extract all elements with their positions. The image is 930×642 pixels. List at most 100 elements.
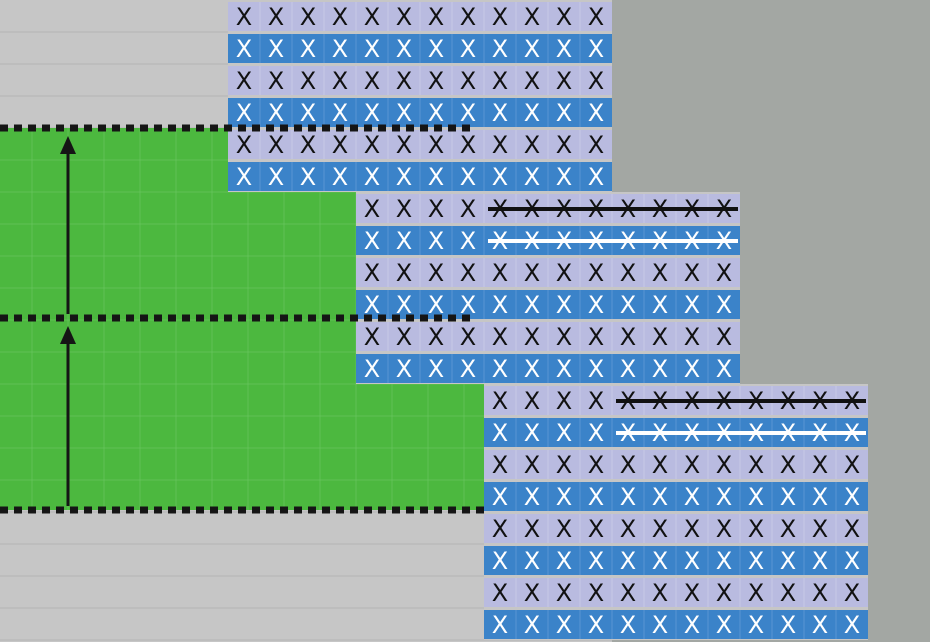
cell-x-mark: X [716,579,732,607]
cell-x-mark: X [396,259,412,287]
cell-x-mark: X [492,163,508,191]
cell-x-mark: X [524,451,540,479]
cell-x-mark: X [620,355,636,383]
cell-x-mark: X [556,323,572,351]
cell-x-mark: X [684,579,700,607]
cell-x-mark: X [684,323,700,351]
cell-x-mark: X [300,131,316,159]
block-1: X X X X X X X X X X X XX X X X X X X X X X X XX X X X X X X X X X X XX X X X… [228,0,612,192]
cell-x-mark: X [332,35,348,63]
cell-x-mark: X [588,163,604,191]
cell-x-mark: X [556,451,572,479]
up-arrow-icon [60,136,76,314]
cell-x-mark: X [396,99,412,127]
cell-x-mark: X [524,291,540,319]
cell-x-mark: X [780,579,796,607]
cell-x-mark: X [268,99,284,127]
cell-x-mark: X [684,291,700,319]
cell-x-mark: X [428,99,444,127]
cell-x-mark: X [364,67,380,95]
green-region [0,128,484,510]
cell-x-mark: X [844,579,860,607]
cell-x-mark: X [652,611,668,639]
cell-x-mark: X [780,483,796,511]
cell-x-mark: X [812,451,828,479]
cell-x-mark: X [396,163,412,191]
cell-x-mark: X [364,355,380,383]
arrow-head [60,136,76,154]
cell-x-mark: X [684,483,700,511]
cell-x-mark: X [556,419,572,447]
cell-x-mark: X [492,35,508,63]
cell-x-mark: X [236,99,252,127]
cell-x-mark: X [556,3,572,31]
cell-x-mark: X [780,515,796,543]
cell-x-mark: X [748,515,764,543]
cell-x-mark: X [492,291,508,319]
cell-x-mark: X [396,323,412,351]
cell-x-mark: X [780,611,796,639]
cell-x-mark: X [268,163,284,191]
cell-x-mark: X [588,611,604,639]
cell-x-mark: X [492,67,508,95]
cell-x-mark: X [588,3,604,31]
cell-x-mark: X [524,515,540,543]
cell-x-mark: X [460,291,476,319]
cell-x-mark: X [332,131,348,159]
cell-x-mark: X [364,3,380,31]
cell-x-mark: X [396,67,412,95]
cell-x-mark: X [556,131,572,159]
cell-x-mark: X [556,611,572,639]
cell-x-mark: X [684,547,700,575]
cell-x-mark: X [524,611,540,639]
cell-x-mark: X [556,163,572,191]
cell-x-mark: X [652,579,668,607]
cell-x-mark: X [556,387,572,415]
cell-x-mark: X [236,3,252,31]
cell-x-mark: X [396,291,412,319]
cell-x-mark: X [556,355,572,383]
cell-x-mark: X [524,259,540,287]
cell-x-mark: X [428,163,444,191]
cell-x-mark: X [332,3,348,31]
cell-x-mark: X [492,451,508,479]
cell-x-mark: X [652,515,668,543]
cell-x-mark: X [364,323,380,351]
cell-x-mark: X [524,67,540,95]
cell-x-mark: X [524,35,540,63]
cell-x-mark: X [588,259,604,287]
cell-x-mark: X [556,483,572,511]
cell-x-mark: X [460,99,476,127]
cell-x-mark: X [620,579,636,607]
cell-x-mark: X [300,163,316,191]
cell-x-mark: X [332,67,348,95]
cell-x-mark: X [364,163,380,191]
cell-x-mark: X [524,483,540,511]
cell-x-mark: X [524,131,540,159]
cell-x-mark: X [396,195,412,223]
cell-x-mark: X [236,163,252,191]
cell-x-mark: X [364,259,380,287]
cell-x-mark: X [268,131,284,159]
cell-x-mark: X [236,35,252,63]
cell-x-mark: X [364,291,380,319]
cell-x-mark: X [396,355,412,383]
cell-x-mark: X [300,67,316,95]
cell-x-mark: X [620,483,636,511]
cell-x-mark: X [748,579,764,607]
block-3: X X X X X X X X X X X XX X X X X X X X X X X XX X X X X X X X X X X XX X X X… [484,384,868,640]
cell-x-mark: X [588,483,604,511]
cell-x-mark: X [428,67,444,95]
cell-x-mark: X [684,515,700,543]
cell-x-mark: X [716,291,732,319]
arrow-head [60,326,76,344]
cell-x-mark: X [492,323,508,351]
cell-x-mark: X [844,547,860,575]
cell-x-mark: X [460,163,476,191]
cell-x-mark: X [588,515,604,543]
cell-x-mark: X [236,67,252,95]
cell-x-mark: X [428,195,444,223]
cell-x-mark: X [652,483,668,511]
cell-x-mark: X [396,3,412,31]
